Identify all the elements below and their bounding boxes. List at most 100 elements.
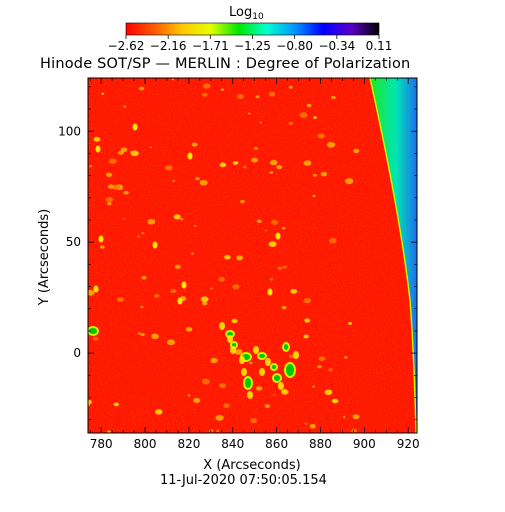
patch <box>344 178 354 185</box>
x-tick-label: 820 <box>177 437 200 451</box>
patch <box>245 378 251 388</box>
patch <box>256 386 263 391</box>
patch <box>227 335 233 343</box>
patch <box>236 255 244 261</box>
patch <box>117 297 124 302</box>
y-tick-label: 0 <box>73 346 81 360</box>
patch <box>231 318 238 324</box>
patch <box>264 404 271 409</box>
patch <box>219 322 225 330</box>
patch <box>278 382 284 390</box>
y-tick-label: 50 <box>66 235 81 249</box>
patch <box>108 158 117 164</box>
patch <box>187 394 191 397</box>
patch <box>130 151 134 154</box>
patch <box>199 179 208 186</box>
patch <box>281 305 287 310</box>
patch <box>140 305 144 309</box>
patch <box>312 173 317 177</box>
patch <box>149 146 152 149</box>
patch <box>268 241 277 247</box>
patch <box>344 356 348 359</box>
patch <box>247 391 253 399</box>
patch <box>151 333 159 340</box>
patch <box>88 399 92 405</box>
patch <box>132 123 138 131</box>
patch <box>318 356 326 362</box>
patch <box>312 194 316 198</box>
patch <box>171 78 175 81</box>
limb-edge <box>369 78 417 433</box>
patch <box>352 414 360 420</box>
colorbar <box>125 22 380 36</box>
patch <box>123 105 127 108</box>
patch <box>221 88 224 91</box>
patch <box>172 179 176 182</box>
patch <box>255 95 260 99</box>
patch <box>331 398 339 404</box>
patch <box>136 235 141 238</box>
patch <box>105 196 114 203</box>
patch <box>152 241 158 249</box>
patch <box>286 364 294 376</box>
patch <box>89 328 97 334</box>
patch <box>243 165 247 169</box>
patch <box>141 275 147 280</box>
colorbar-tick-label: −0.34 <box>318 39 355 53</box>
patch <box>181 281 187 289</box>
patch <box>250 418 258 424</box>
y-axis-label: Y (Arcseconds) <box>37 209 52 306</box>
patch <box>259 368 265 376</box>
patch <box>201 92 208 97</box>
patch <box>219 162 227 168</box>
patch <box>269 159 278 166</box>
patch <box>277 266 283 271</box>
patch <box>100 245 105 249</box>
patch <box>251 157 258 163</box>
patch <box>170 289 177 294</box>
off-limb-region <box>370 78 417 433</box>
y-axis: 0 50 100 <box>58 86 417 420</box>
patch <box>328 237 337 244</box>
patch <box>232 160 239 165</box>
patch <box>118 150 124 155</box>
patch <box>195 177 200 181</box>
x-axis-label: X (Arcseconds) <box>203 458 300 473</box>
patch <box>224 254 231 260</box>
patch <box>236 94 244 100</box>
patch <box>303 297 311 304</box>
patch <box>265 358 271 366</box>
x-tick-label: 900 <box>353 437 376 451</box>
patch <box>288 121 293 125</box>
patch <box>153 293 160 298</box>
patch <box>317 365 322 369</box>
x-tick-label: 920 <box>397 437 420 451</box>
patch <box>193 224 197 227</box>
patch <box>253 346 259 354</box>
patch <box>218 383 227 389</box>
patch <box>282 226 286 230</box>
patch <box>328 368 333 372</box>
patch <box>276 165 283 170</box>
patch <box>93 136 101 142</box>
patch <box>200 296 209 302</box>
patch <box>282 265 288 269</box>
patch <box>216 429 220 432</box>
patch <box>173 214 181 220</box>
patch <box>210 357 218 364</box>
patch <box>272 394 275 396</box>
patch <box>174 264 181 269</box>
patch <box>353 148 360 154</box>
patch <box>122 218 125 220</box>
patch <box>306 103 312 108</box>
patch <box>107 430 111 433</box>
patch <box>274 375 280 381</box>
patch <box>241 368 247 376</box>
patch <box>180 218 184 221</box>
heatmap-texture <box>88 78 417 433</box>
patch <box>248 112 251 115</box>
patch <box>232 284 240 290</box>
patch <box>215 414 224 421</box>
patch <box>138 86 145 91</box>
